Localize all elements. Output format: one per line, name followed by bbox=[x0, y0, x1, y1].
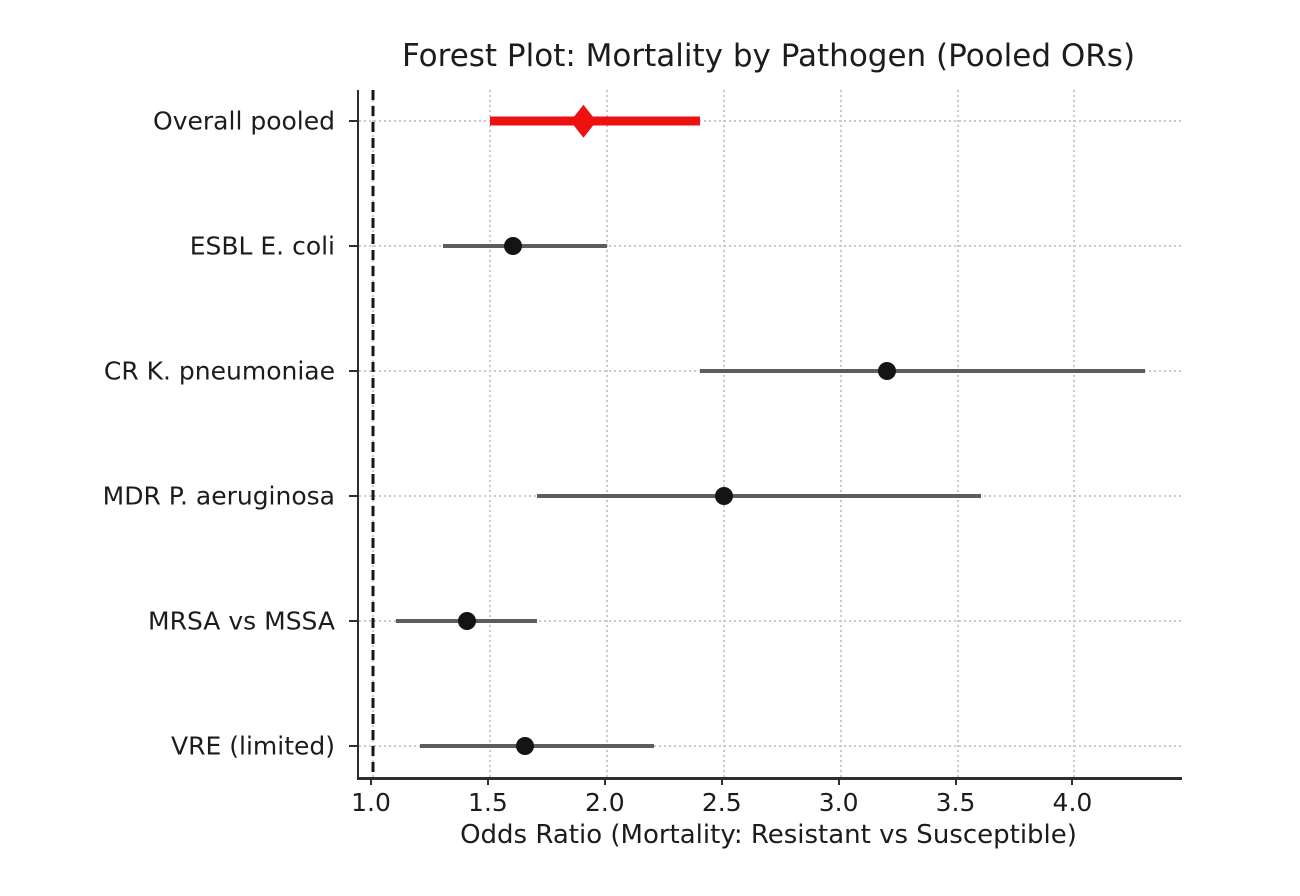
gridline-horizontal bbox=[359, 619, 1182, 622]
y-tick-mark bbox=[349, 494, 357, 497]
pooled-diamond-marker bbox=[570, 104, 597, 138]
gridline-vertical bbox=[839, 90, 842, 777]
row-label: MDR P. aeruginosa bbox=[102, 481, 335, 511]
ci-line bbox=[700, 369, 1145, 374]
gridline-vertical bbox=[605, 90, 608, 777]
x-tick-label: 3.5 bbox=[935, 788, 976, 817]
gridline-horizontal bbox=[359, 245, 1182, 248]
gridline-vertical bbox=[488, 90, 491, 777]
ci-line bbox=[536, 493, 981, 498]
x-axis-ticks: 1.0 1.5 2.0 2.5 3.0 3.5 4.0 bbox=[351, 777, 1180, 823]
point-estimate-marker bbox=[457, 611, 476, 630]
row-label: VRE (limited) bbox=[171, 731, 335, 761]
y-tick-mark bbox=[349, 619, 357, 622]
ci-line bbox=[419, 743, 654, 748]
gridline-vertical bbox=[956, 90, 959, 777]
y-tick-mark bbox=[349, 245, 357, 248]
gridline-horizontal bbox=[359, 120, 1182, 123]
ci-line bbox=[443, 244, 607, 249]
plot-area bbox=[349, 90, 1182, 780]
x-tick-mark bbox=[1071, 777, 1074, 785]
row-label: Overall pooled bbox=[153, 106, 335, 136]
x-tick-mark bbox=[370, 777, 373, 785]
x-axis-label: Odds Ratio (Mortality: Resistant vs Susc… bbox=[460, 820, 1077, 850]
row-label: ESBL E. coli bbox=[189, 231, 335, 261]
x-tick-label: 4.0 bbox=[1052, 788, 1093, 817]
y-tick-mark bbox=[349, 120, 357, 123]
x-tick-label: 2.0 bbox=[584, 788, 625, 817]
x-tick-mark bbox=[720, 777, 723, 785]
x-tick-mark bbox=[837, 777, 840, 785]
point-estimate-marker bbox=[516, 736, 534, 755]
chart-title: Forest Plot: Mortality by Pathogen (Pool… bbox=[401, 38, 1136, 74]
point-estimate-marker bbox=[878, 362, 897, 381]
x-tick-label: 1.0 bbox=[351, 788, 391, 817]
y-tick-mark bbox=[349, 370, 357, 373]
gridline-horizontal bbox=[359, 744, 1182, 747]
row-label: MRSA vs MSSA bbox=[148, 606, 335, 636]
x-tick-label: 1.5 bbox=[468, 788, 508, 817]
x-tick-label: 2.5 bbox=[701, 788, 742, 817]
point-estimate-marker bbox=[714, 486, 733, 505]
gridline-vertical bbox=[1073, 90, 1076, 777]
point-estimate-marker bbox=[504, 237, 523, 256]
x-tick-mark bbox=[486, 777, 489, 785]
y-axis-labels: Overall pooled ESBL E. coli CR K. pneumoni… bbox=[0, 90, 347, 777]
x-tick-mark bbox=[603, 777, 606, 785]
reference-line-or1 bbox=[371, 90, 375, 777]
row-label: CR K. pneumoniae bbox=[103, 356, 335, 386]
y-tick-mark bbox=[349, 744, 357, 747]
gridline-vertical bbox=[722, 90, 725, 777]
x-tick-mark bbox=[954, 777, 957, 785]
x-tick-label: 3.0 bbox=[818, 788, 859, 817]
